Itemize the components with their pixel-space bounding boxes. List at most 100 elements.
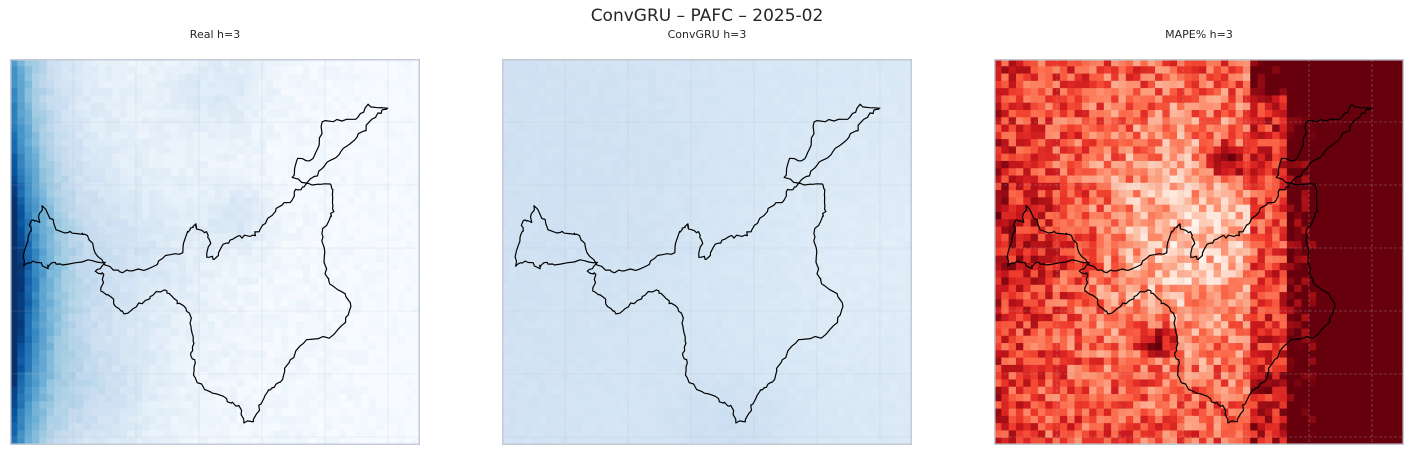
heatmap-cell [405, 88, 414, 96]
heatmap-cell [626, 313, 635, 322]
heatmap-cell [31, 248, 40, 257]
heatmap-cell [743, 80, 752, 89]
heatmap-cell [523, 182, 532, 191]
heatmap-cell [361, 95, 370, 104]
heatmap-cell [553, 226, 561, 235]
heatmap-cell [10, 379, 18, 388]
heatmap-cell [222, 313, 231, 322]
heatmap-cell [502, 219, 510, 227]
heatmap-cell [61, 197, 69, 206]
heatmap-cell [611, 226, 620, 235]
heatmap-cell [317, 117, 326, 125]
heatmap-cell [317, 146, 326, 155]
heatmap-cell [236, 394, 245, 402]
heatmap-cell [794, 102, 803, 111]
heatmap-cell [390, 95, 399, 104]
heatmap-cell [295, 59, 304, 67]
heatmap-cell [75, 262, 84, 271]
heatmap-cell [90, 292, 99, 300]
heatmap-cell [112, 335, 121, 344]
heatmap-cell [523, 95, 532, 104]
heatmap-cell [816, 306, 825, 315]
heatmap-cell [280, 124, 289, 133]
heatmap-cell [354, 88, 362, 96]
heatmap-cell [61, 401, 69, 409]
heatmap-cell [68, 248, 77, 257]
heatmap-cell [119, 139, 128, 147]
heatmap-cell [838, 153, 847, 162]
heatmap-cell [17, 190, 26, 198]
heatmap-cell [280, 117, 289, 125]
heatmap-cell [560, 299, 569, 308]
heatmap-cell [860, 262, 869, 271]
heatmap-cell [882, 219, 891, 227]
heatmap-cell [390, 219, 399, 227]
heatmap-cell [258, 277, 267, 286]
heatmap-cell [860, 66, 869, 74]
heatmap-cell [685, 197, 693, 206]
heatmap-cell [831, 109, 840, 118]
heatmap-cell [405, 182, 414, 191]
heatmap-cell [597, 131, 605, 140]
heatmap-cell [258, 139, 267, 147]
heatmap-cell [251, 415, 260, 424]
heatmap-cell [575, 160, 583, 169]
heatmap-cell [97, 139, 106, 147]
heatmap-cell [193, 321, 201, 329]
heatmap-cell [772, 197, 781, 206]
heatmap-cell [178, 241, 187, 249]
heatmap-cell [390, 226, 399, 235]
heatmap-cell [68, 335, 77, 344]
heatmap-cell [266, 408, 274, 417]
heatmap-cell [105, 423, 113, 431]
heatmap-cell [560, 262, 569, 271]
heatmap-cell [875, 190, 884, 198]
heatmap-cell [127, 299, 135, 308]
heatmap-cell [200, 350, 209, 358]
heatmap-cell [200, 59, 209, 67]
heatmap-cell [229, 306, 238, 315]
heatmap-cell [721, 139, 730, 147]
heatmap-cell [538, 109, 547, 118]
heatmap-cell [589, 73, 598, 82]
heatmap-cell [699, 270, 708, 278]
heatmap-cell [890, 306, 898, 315]
heatmap-cell [816, 153, 825, 162]
heatmap-cell [531, 146, 540, 155]
heatmap-cell [853, 117, 862, 125]
heatmap-cell [545, 313, 554, 322]
heatmap-cell [171, 73, 179, 82]
heatmap-cell [222, 386, 231, 395]
heatmap-cell [538, 168, 547, 176]
heatmap-cell [361, 175, 370, 184]
heatmap-cell [75, 88, 84, 96]
heatmap-cell [663, 131, 671, 140]
heatmap-cell [332, 124, 340, 133]
heatmap-cell [251, 335, 260, 344]
heatmap-cell [127, 73, 135, 82]
heatmap-cell [332, 197, 340, 206]
heatmap-cell [531, 313, 540, 322]
heatmap-cell [685, 182, 693, 191]
heatmap-cell [772, 204, 781, 213]
heatmap-cell [39, 270, 48, 278]
heatmap-cell [707, 66, 715, 74]
heatmap-cell [207, 415, 216, 424]
heatmap-cell [288, 59, 296, 67]
heatmap-cell [97, 379, 106, 388]
heatmap-cell [112, 423, 121, 431]
heatmap-cell [611, 73, 620, 82]
heatmap-cell [346, 124, 355, 133]
heatmap-cell [200, 233, 209, 242]
heatmap-cell [589, 182, 598, 191]
heatmap-cell [24, 350, 33, 358]
heatmap-cell [156, 277, 165, 286]
heatmap-cell [215, 168, 223, 176]
heatmap-cell [383, 430, 392, 439]
heatmap-cell [611, 306, 620, 315]
heatmap-cell [46, 211, 55, 220]
heatmap-cell [398, 379, 406, 388]
heatmap-cell [567, 124, 576, 133]
heatmap-cell [361, 328, 370, 337]
heatmap-cell [890, 153, 898, 162]
